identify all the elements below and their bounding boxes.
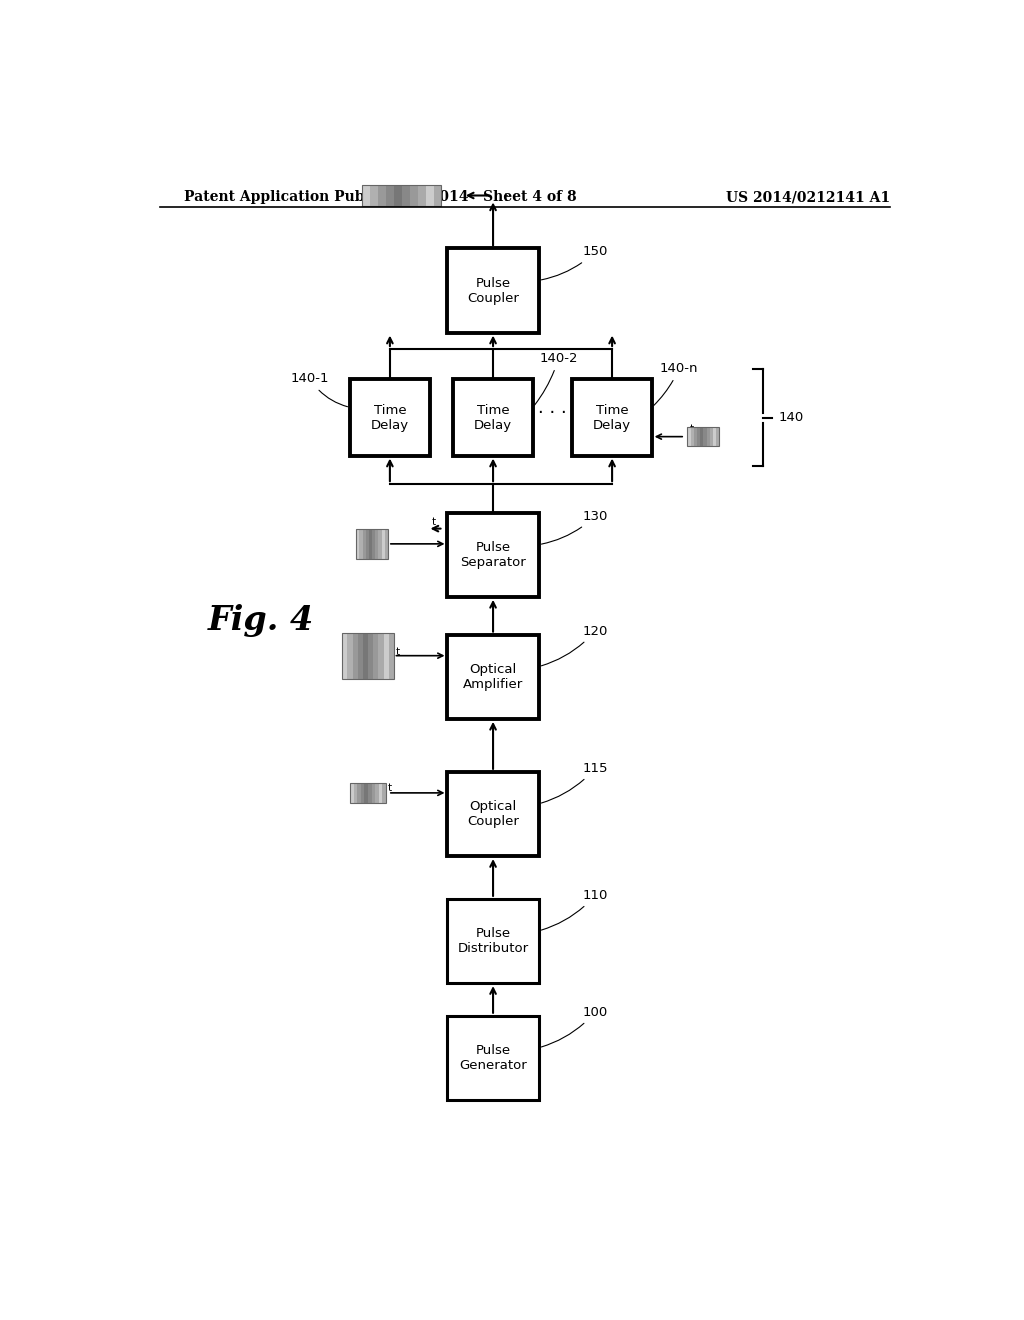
Bar <box>447 772 539 857</box>
Bar <box>356 528 388 560</box>
Text: Time
Delay: Time Delay <box>371 404 409 432</box>
Text: US 2014/0212141 A1: US 2014/0212141 A1 <box>726 190 890 205</box>
Text: 140-1: 140-1 <box>291 372 347 407</box>
Bar <box>687 428 690 446</box>
Text: Pulse
Distributor: Pulse Distributor <box>458 927 528 956</box>
Bar <box>379 632 384 678</box>
Text: 140: 140 <box>779 411 804 424</box>
Bar <box>362 528 366 560</box>
Bar <box>373 632 379 678</box>
Text: 115: 115 <box>542 762 608 803</box>
Bar <box>394 185 401 206</box>
Bar <box>365 783 368 803</box>
Bar <box>353 783 357 803</box>
Bar <box>375 783 379 803</box>
Bar <box>418 185 426 206</box>
Bar <box>447 248 539 333</box>
Bar <box>700 428 703 446</box>
Text: Pulse
Generator: Pulse Generator <box>459 1044 527 1072</box>
Text: Fig. 4: Fig. 4 <box>207 605 313 638</box>
Text: Optical
Coupler: Optical Coupler <box>467 800 519 828</box>
Bar <box>368 783 372 803</box>
Text: 130: 130 <box>542 510 607 544</box>
Bar <box>350 783 353 803</box>
Bar <box>382 528 385 560</box>
Text: · · ·: · · · <box>539 404 567 421</box>
Text: 100: 100 <box>542 1006 607 1047</box>
Bar <box>703 428 707 446</box>
Bar <box>342 632 347 678</box>
Bar <box>707 428 710 446</box>
Bar <box>372 783 375 803</box>
Bar <box>347 632 352 678</box>
Bar <box>694 428 697 446</box>
Bar <box>382 783 386 803</box>
Bar <box>356 528 359 560</box>
Text: Jul. 31, 2014   Sheet 4 of 8: Jul. 31, 2014 Sheet 4 of 8 <box>370 190 578 205</box>
Bar <box>359 528 362 560</box>
Bar <box>426 185 433 206</box>
Bar <box>697 428 700 446</box>
Bar <box>350 379 430 455</box>
Bar <box>716 428 719 446</box>
Bar <box>389 632 394 678</box>
Bar <box>447 512 539 597</box>
Bar <box>572 379 651 455</box>
Bar <box>433 185 441 206</box>
Text: 120: 120 <box>542 624 607 665</box>
Bar <box>687 428 719 446</box>
Bar <box>350 783 386 803</box>
Text: 140-2: 140-2 <box>535 352 578 405</box>
Text: t: t <box>388 783 392 793</box>
Text: Pulse
Coupler: Pulse Coupler <box>467 276 519 305</box>
Bar <box>362 185 370 206</box>
Text: t: t <box>690 424 694 433</box>
Bar <box>372 528 375 560</box>
Text: Patent Application Publication: Patent Application Publication <box>183 190 423 205</box>
Bar <box>447 635 539 719</box>
Text: t: t <box>396 647 400 656</box>
Text: t: t <box>431 516 435 527</box>
Text: Optical
Amplifier: Optical Amplifier <box>463 663 523 690</box>
Text: Pulse
Separator: Pulse Separator <box>460 541 526 569</box>
Bar <box>362 185 441 206</box>
Text: Time
Delay: Time Delay <box>593 404 631 432</box>
Bar <box>690 428 694 446</box>
Bar <box>360 783 365 803</box>
Bar <box>384 632 389 678</box>
Bar <box>401 185 410 206</box>
Bar <box>362 632 368 678</box>
Text: t: t <box>504 193 508 202</box>
Bar <box>385 528 388 560</box>
Bar <box>366 528 369 560</box>
Bar <box>370 185 378 206</box>
Bar <box>368 632 373 678</box>
Bar <box>710 428 713 446</box>
Bar <box>375 528 379 560</box>
Text: 110: 110 <box>542 888 607 931</box>
Bar <box>379 528 382 560</box>
Text: Time
Delay: Time Delay <box>474 404 512 432</box>
Bar <box>378 185 386 206</box>
Bar <box>447 1015 539 1100</box>
Bar <box>410 185 418 206</box>
Bar <box>352 632 357 678</box>
Bar <box>454 379 532 455</box>
Bar <box>447 899 539 983</box>
Bar <box>379 783 382 803</box>
Bar <box>369 528 372 560</box>
Bar <box>357 783 360 803</box>
Bar <box>713 428 716 446</box>
Text: 150: 150 <box>542 246 607 280</box>
Bar <box>357 632 362 678</box>
Bar <box>342 632 394 678</box>
Text: 140-n: 140-n <box>653 362 698 405</box>
Bar <box>386 185 394 206</box>
